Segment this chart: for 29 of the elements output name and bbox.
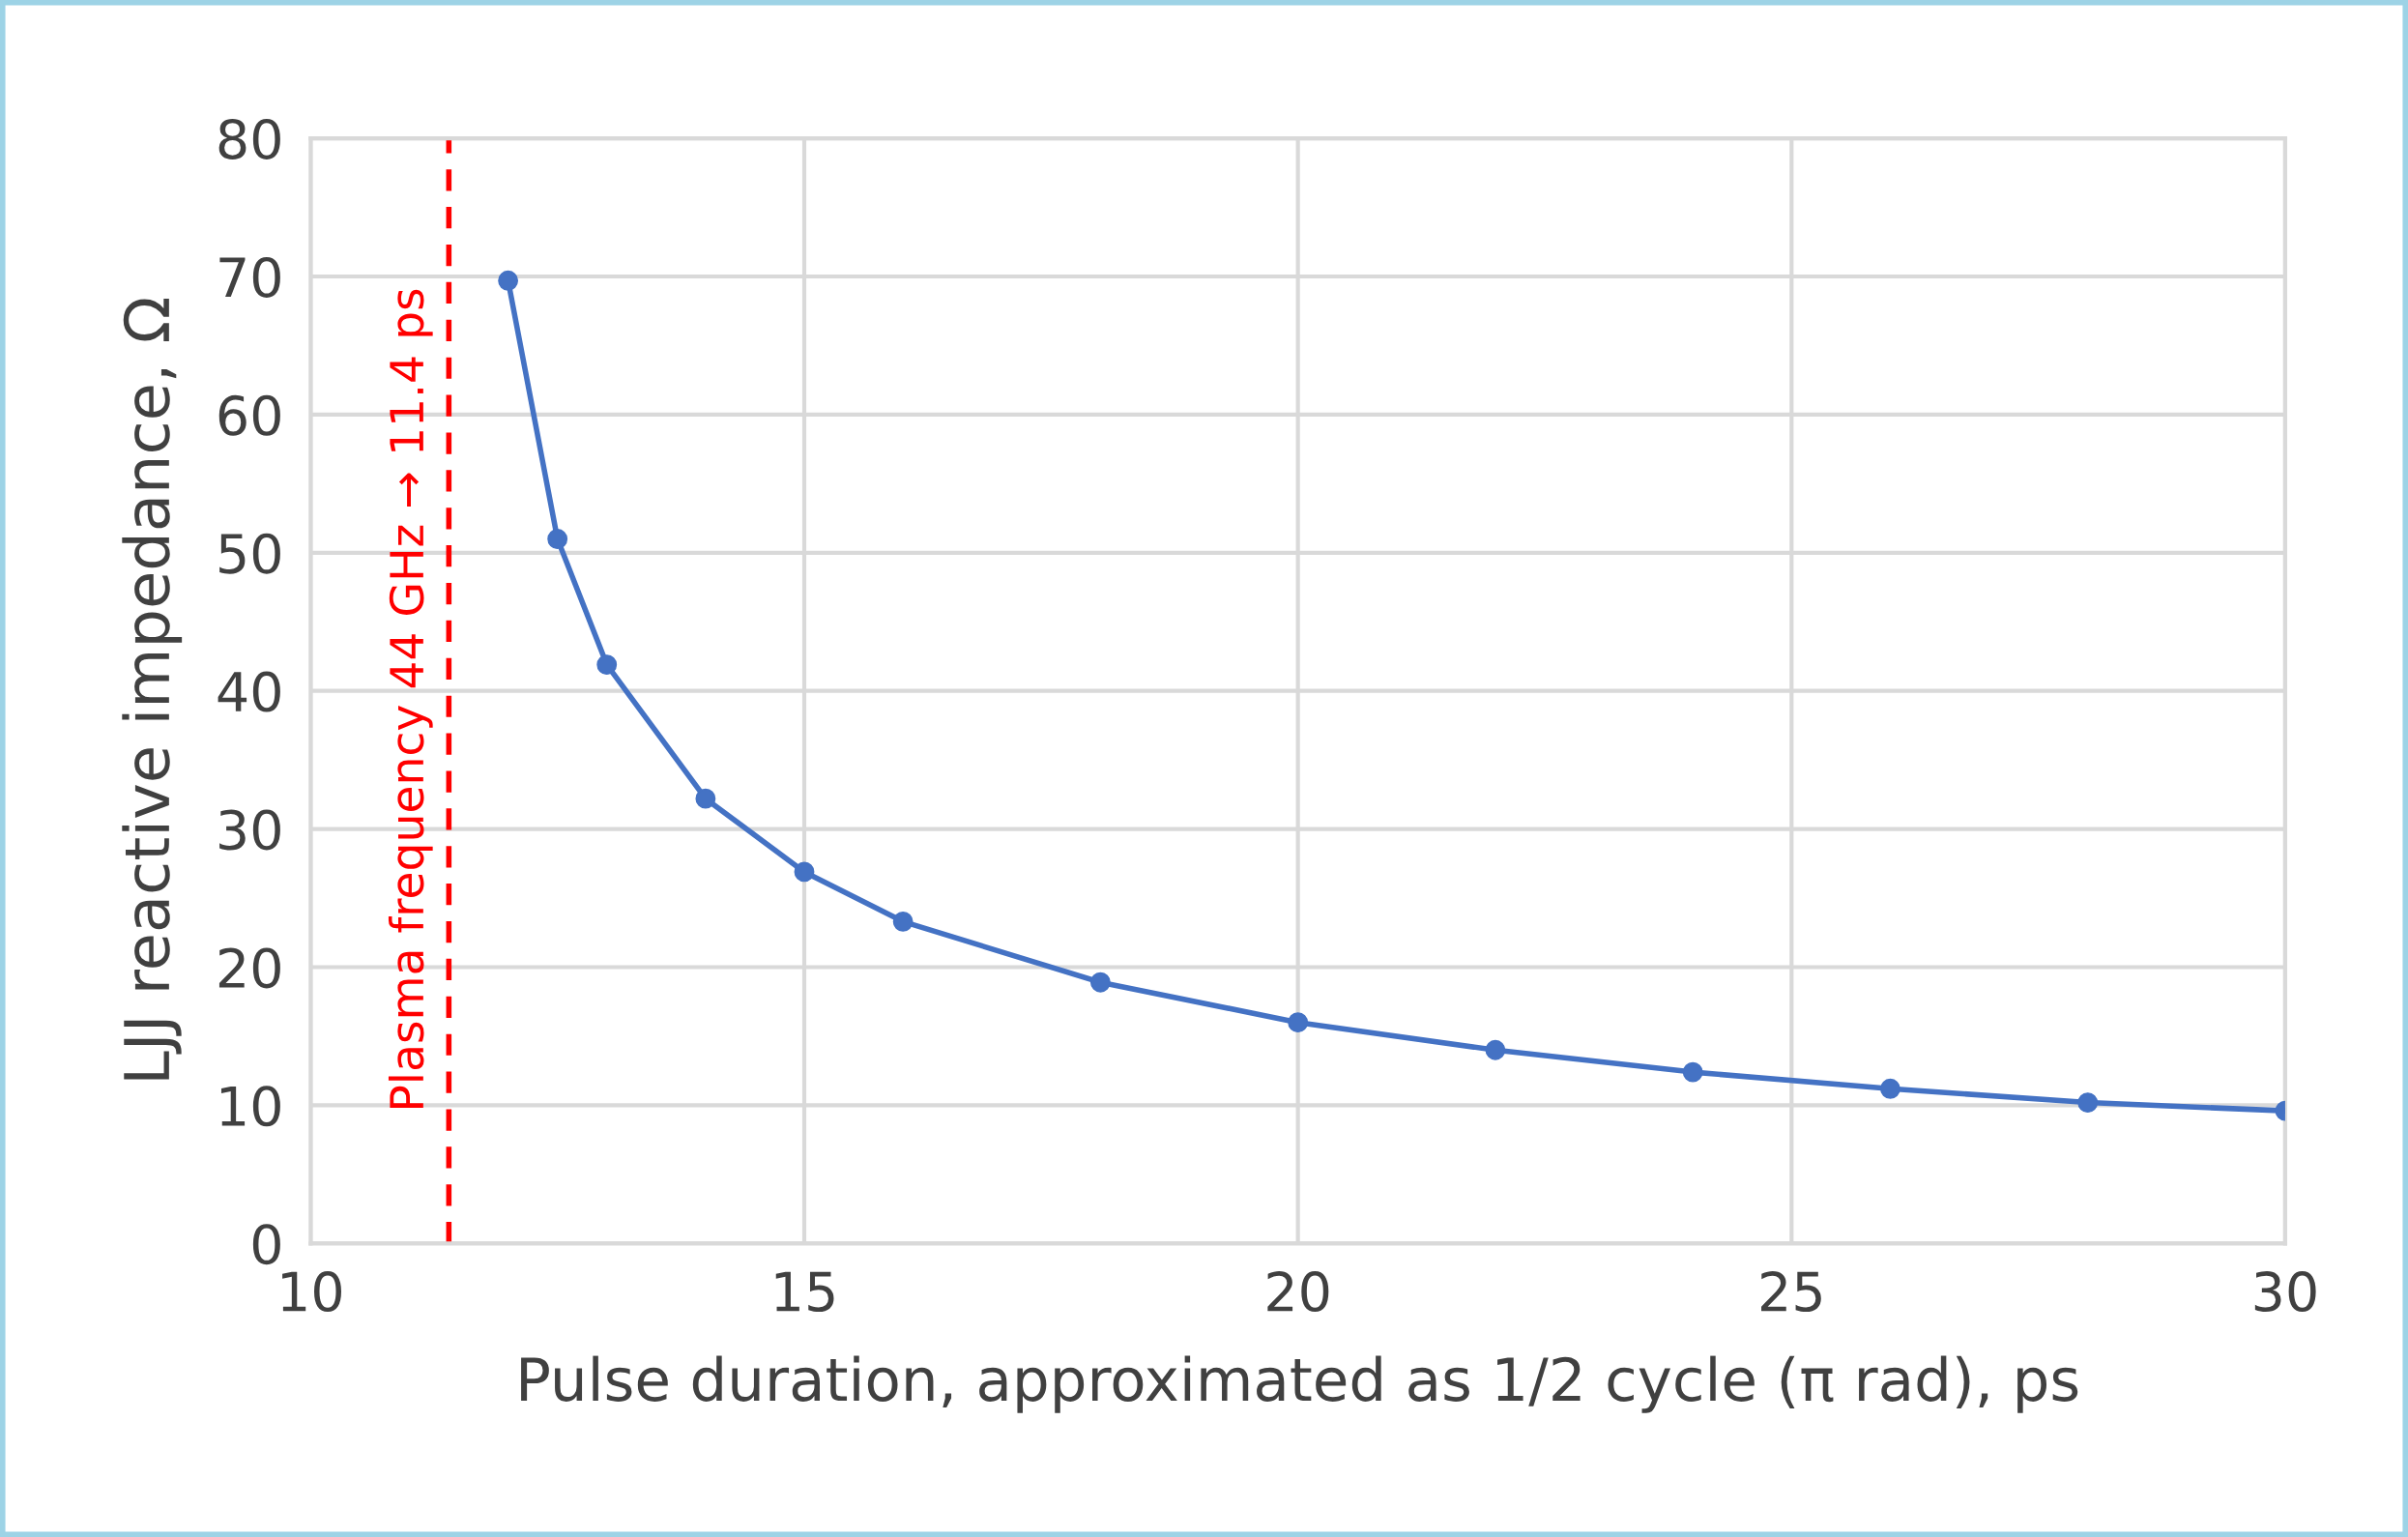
point	[1682, 1061, 1703, 1083]
x-tick-label: 30	[2254, 1271, 2316, 1313]
y-tick-label: 80	[218, 118, 280, 160]
point	[1880, 1078, 1900, 1099]
y-tick-label: 50	[219, 533, 280, 574]
point	[1288, 1012, 1309, 1033]
point	[596, 654, 618, 675]
point	[1485, 1039, 1506, 1060]
y-tick-label: 30	[219, 809, 280, 851]
point	[695, 788, 716, 809]
y-tick-label: 20	[218, 947, 280, 989]
point	[794, 861, 815, 883]
x-axis-title: Pulse duration, approximated as 1/2 cycle (π rad), ps	[521, 1355, 2078, 1413]
y-axis-title: LJJ reactive impedance, Ω	[122, 299, 183, 1080]
y-tick-label: 40	[218, 671, 280, 712]
point	[1089, 972, 1111, 993]
point	[892, 911, 914, 932]
y-tick-label: 0	[252, 1224, 280, 1265]
y-tick-label: 60	[218, 394, 280, 436]
point	[547, 529, 568, 549]
x-tick-label: 15	[775, 1271, 834, 1313]
point	[2077, 1092, 2099, 1113]
x-tick-label: 20	[1267, 1271, 1329, 1313]
y-tick-label: 10	[220, 1086, 280, 1127]
y-tick-label: 70	[219, 256, 280, 298]
ref-line-label: Plasma frequency 44 GHz → 11.4 ps	[388, 289, 433, 1108]
point	[498, 270, 519, 291]
x-tick-label: 10	[282, 1271, 341, 1313]
x-tick-label: 25	[1761, 1271, 1821, 1313]
